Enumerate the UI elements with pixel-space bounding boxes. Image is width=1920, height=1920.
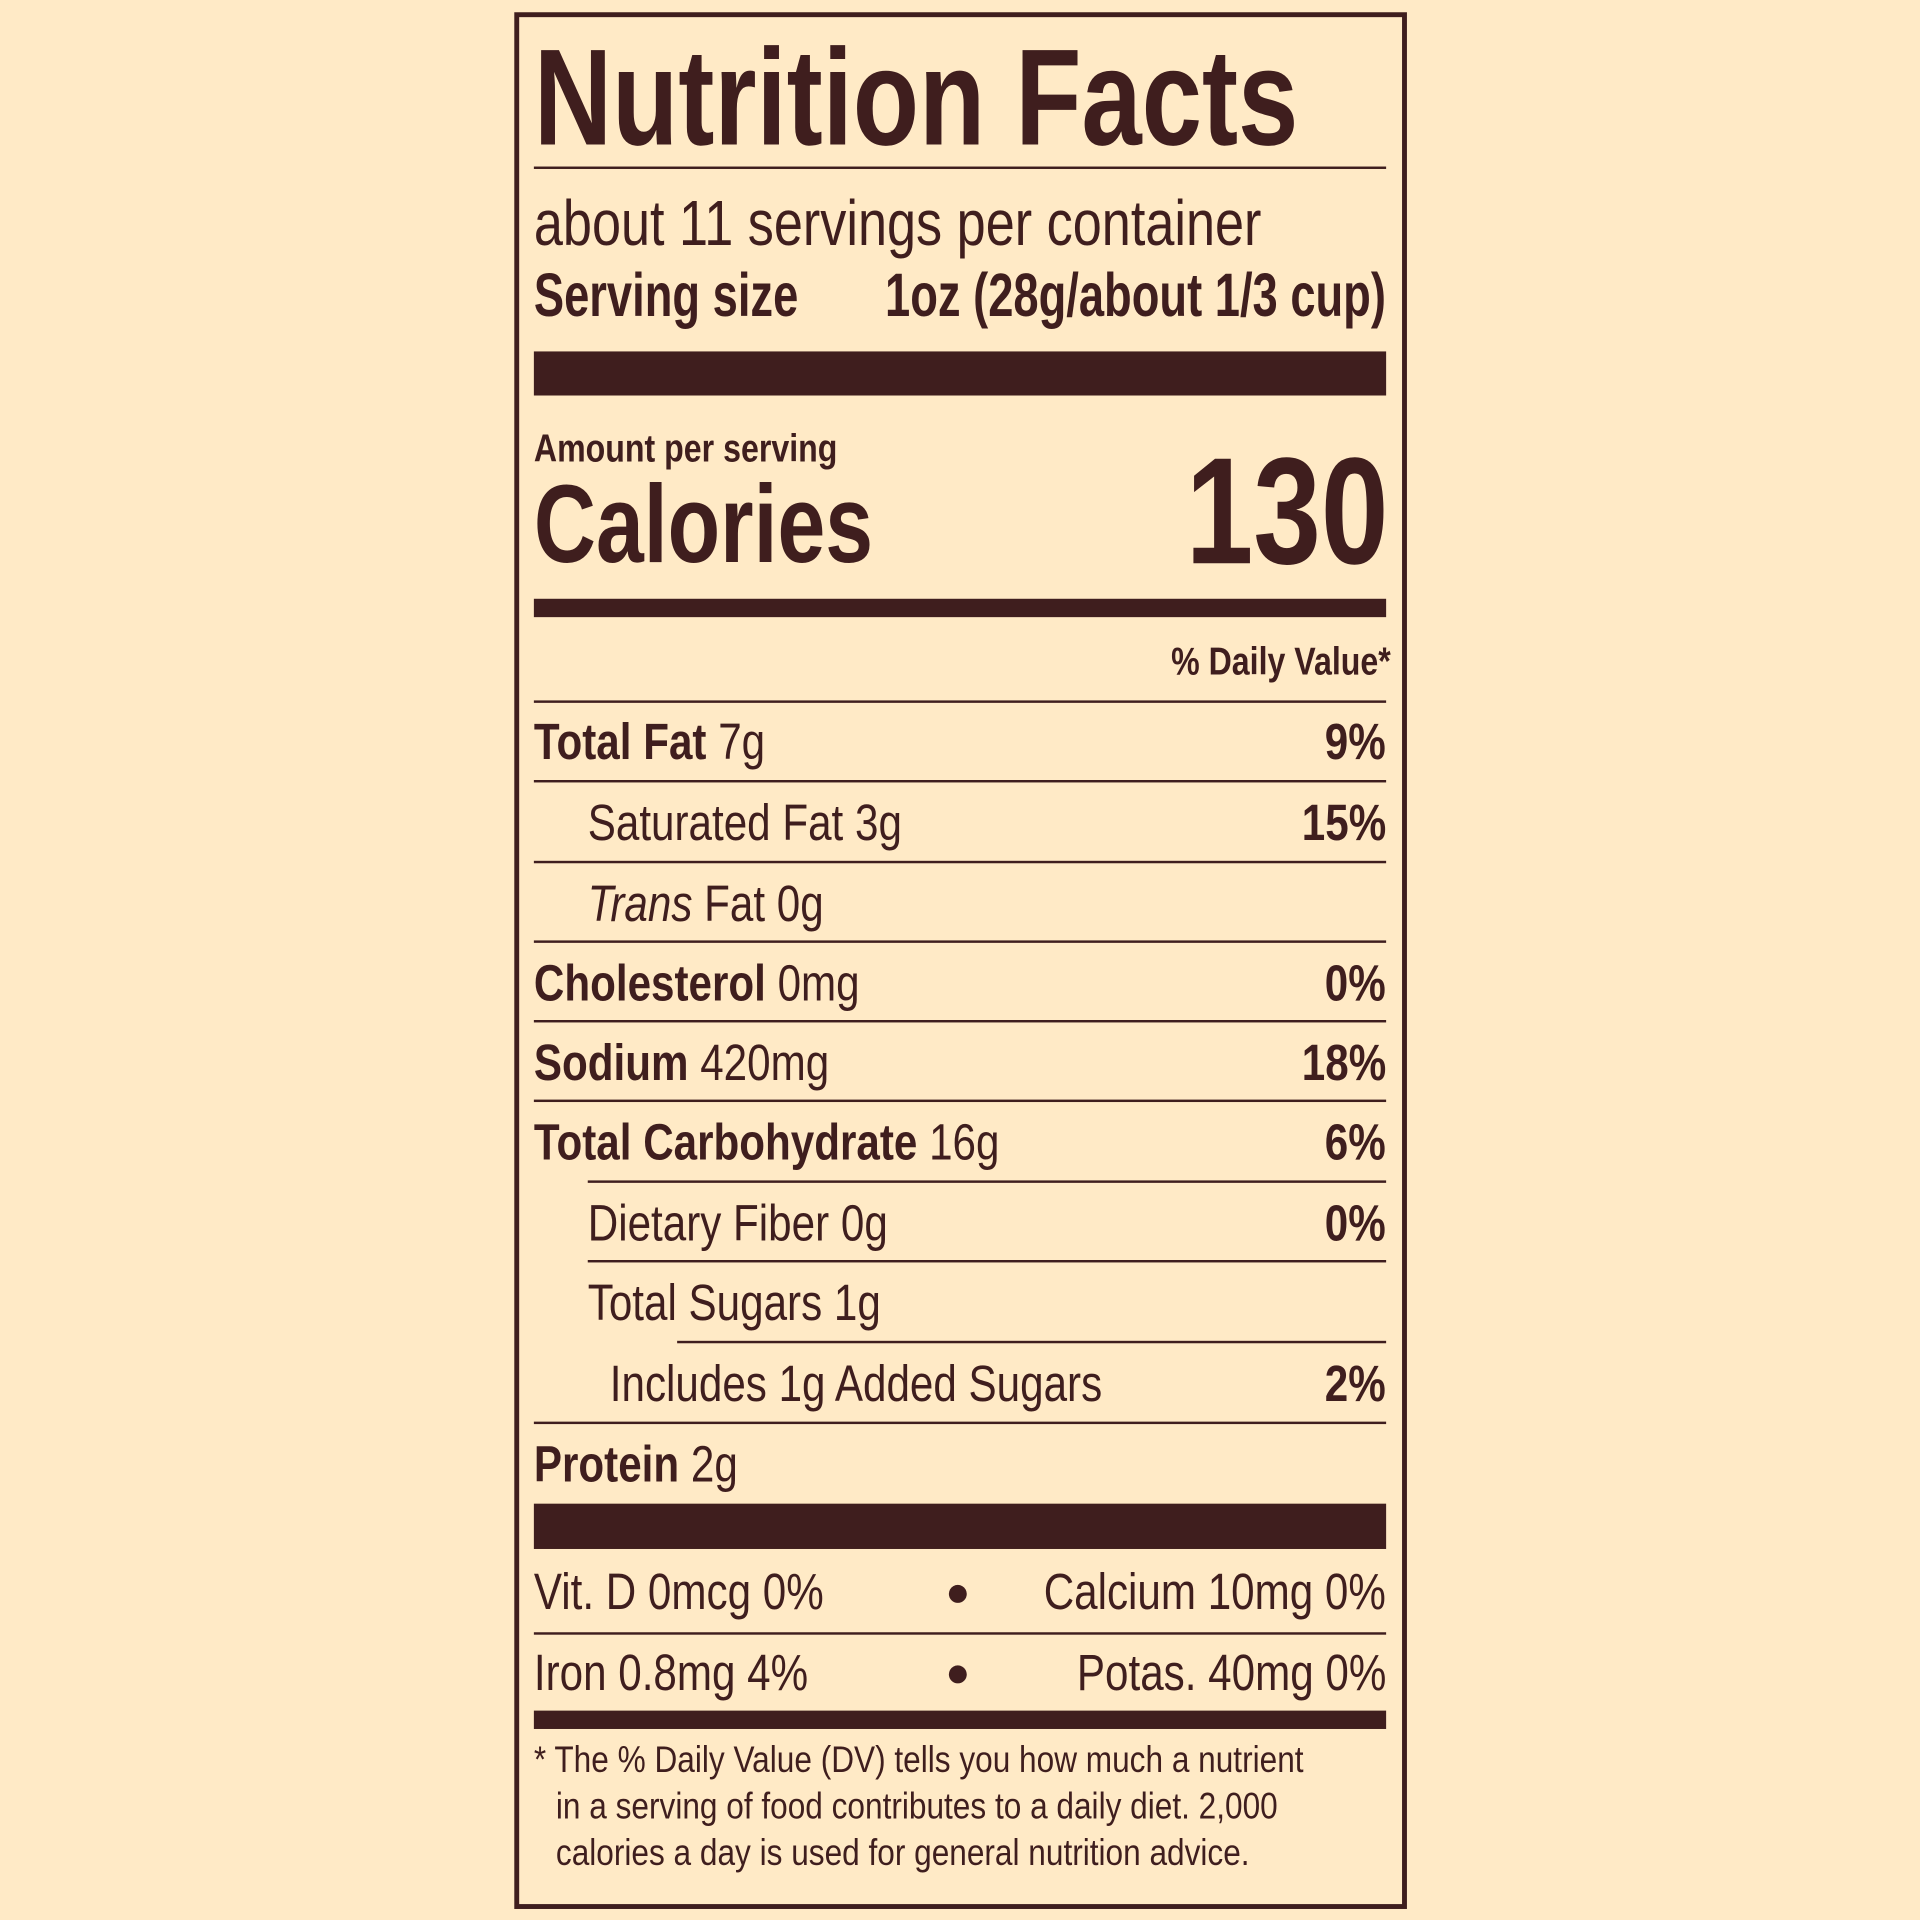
divider	[533, 1632, 1387, 1635]
serving-size-value-text: 1oz (28g/about 1/3 cup)	[885, 260, 1387, 330]
nutrient-row-dietary-fiber: Dietary Fiber 0g 0%	[588, 1184, 1386, 1262]
nutrient-label: Dietary Fiber 0g	[588, 1184, 888, 1262]
label-text: 18%	[1301, 1033, 1387, 1092]
calories-value-text: 130	[1185, 427, 1389, 597]
serving-size-label-text: Serving size	[533, 260, 799, 330]
nutrient-label: Total Carbohydrate 16g	[534, 1103, 1000, 1181]
label-text: Total Fat	[533, 712, 707, 771]
label-text: Potas. 40mg 0%	[1076, 1643, 1387, 1701]
label-text: 0g	[840, 1193, 888, 1252]
label-text: Saturated Fat	[587, 793, 844, 852]
divider	[533, 780, 1387, 783]
serving-size-value: 1oz (28g/about 1/3 cup)	[709, 262, 1386, 328]
nutrient-row-cholesterol: Cholesterol 0mg 0%	[534, 944, 1386, 1022]
nutrient-row-sodium: Sodium 420mg 18%	[534, 1024, 1386, 1102]
label-text: 15%	[1301, 793, 1387, 852]
label-text: Vit. D 0mcg 0%	[533, 1562, 824, 1621]
label-text: Calcium 10mg 0%	[1043, 1562, 1387, 1621]
label-text: 16g	[929, 1113, 1000, 1171]
nutrient-label: Cholesterol 0mg	[534, 944, 860, 1022]
nutrient-label: Sodium 420mg	[534, 1024, 829, 1102]
divider	[533, 166, 1387, 169]
bullet-icon: ●	[945, 1568, 971, 1616]
label-text: Total Carbohydrate	[533, 1113, 918, 1171]
nutrient-label: Trans Fat 0g	[588, 864, 824, 942]
medium-bar	[533, 598, 1387, 618]
nutrient-row-total-fat: Total Fat 7g 9%	[534, 703, 1386, 781]
daily-value-header: % Daily Value*	[1123, 639, 1391, 683]
divider	[587, 1260, 1387, 1263]
label-text: calories a day is used for general nutri…	[555, 1833, 1250, 1874]
label-text: in a serving of food contributes to a da…	[555, 1786, 1278, 1827]
nutrient-row-trans-fat: Trans Fat 0g	[588, 864, 1386, 942]
label-text: Fat	[704, 874, 766, 932]
vitamin-row: Iron 0.8mg 4% ● Potas. 40mg 0%	[534, 1633, 1386, 1711]
footnote-line: calories a day is used for general nutri…	[556, 1831, 1363, 1878]
divider	[533, 1421, 1387, 1425]
label-text: 0mg	[777, 953, 860, 1012]
amount-per-serving-text: Amount per serving	[533, 426, 838, 471]
label-text: 2g	[690, 1435, 738, 1493]
label-text: 1g	[833, 1273, 881, 1332]
calories-value: 130	[1135, 427, 1389, 597]
label-text: Dietary Fiber	[587, 1193, 830, 1252]
divider	[533, 940, 1387, 943]
label-text: Total Sugars	[587, 1273, 823, 1332]
nutrient-row-saturated-fat: Saturated Fat 3g 15%	[588, 784, 1386, 862]
nutrient-label: Protein 2g	[534, 1425, 738, 1503]
nutrient-row-total-sugars: Total Sugars 1g	[588, 1264, 1386, 1342]
servings-per-container: about 11 servings per container	[534, 190, 1421, 259]
thick-bar	[533, 351, 1387, 396]
serving-size-label: Serving size	[534, 262, 891, 328]
label-title: Nutrition Facts	[533, 20, 1502, 174]
label-text: Cholesterol	[533, 953, 766, 1012]
label-text: 0%	[1325, 953, 1387, 1012]
divider	[677, 1340, 1387, 1344]
label-border	[514, 12, 1407, 1909]
calories-label: Calories	[534, 468, 969, 583]
nutrient-label: Total Fat 7g	[534, 703, 765, 781]
nutrient-label: Saturated Fat 3g	[588, 784, 902, 862]
label-text: * The % Daily Value (DV) tells you how m…	[533, 1740, 1304, 1781]
label-text: 7g	[718, 712, 766, 771]
nutrient-row-total-carbohydrate: Total Carbohydrate 16g 6%	[534, 1103, 1386, 1181]
nutrient-label: Total Sugars 1g	[588, 1264, 881, 1342]
label-text: Trans	[587, 874, 693, 932]
thick-bar	[533, 1503, 1387, 1549]
divider	[533, 1020, 1387, 1023]
label-text: Includes 1g Added Sugars	[609, 1354, 1103, 1412]
divider	[533, 700, 1387, 703]
divider	[533, 860, 1387, 864]
label-text: Iron 0.8mg 4%	[533, 1643, 809, 1701]
divider	[533, 1099, 1387, 1103]
label-text: Sodium	[533, 1033, 689, 1092]
label-text: Protein	[533, 1435, 680, 1493]
nutrient-row-added-sugars: Includes 1g Added Sugars 2%	[610, 1344, 1386, 1422]
label-text: 420mg	[700, 1033, 830, 1092]
servings-text: about 11 servings per container	[533, 188, 1262, 260]
amount-per-serving: Amount per serving	[534, 426, 904, 470]
label-text: 0%	[1325, 1193, 1387, 1252]
divider	[587, 1180, 1387, 1183]
medium-bar	[533, 1710, 1387, 1729]
label-text: 6%	[1325, 1113, 1387, 1171]
footnote-line: * The % Daily Value (DV) tells you how m…	[534, 1738, 1429, 1785]
vitamin-row: Vit. D 0mcg 0% ● Calcium 10mg 0%	[534, 1553, 1386, 1631]
label-text: 2%	[1325, 1354, 1387, 1412]
bullet-icon: ●	[945, 1649, 971, 1696]
label-text: 0g	[776, 874, 824, 932]
footnote-line: in a serving of food contributes to a da…	[556, 1784, 1395, 1831]
calories-label-text: Calories	[533, 464, 874, 587]
nutrient-row-protein: Protein 2g	[534, 1425, 1386, 1503]
label-text: 9%	[1325, 712, 1387, 771]
daily-value-header-text: % Daily Value*	[1171, 639, 1392, 684]
label-text: 3g	[854, 793, 902, 852]
title-text: Nutrition Facts	[533, 20, 1299, 174]
